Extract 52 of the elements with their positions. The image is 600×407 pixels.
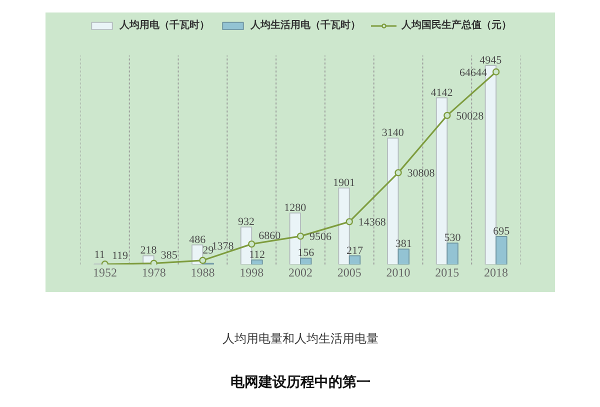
text: 人均用电量和人均生活用电量 xyxy=(222,332,378,346)
data-label: 6860 xyxy=(258,230,282,242)
bar xyxy=(348,255,361,264)
data-label: 156 xyxy=(298,247,315,260)
x-tick-label: 2015 xyxy=(435,266,460,280)
x-tick-label: 2005 xyxy=(337,266,362,280)
point xyxy=(199,256,206,264)
bar xyxy=(496,236,508,264)
x-tick-label: 1998 xyxy=(240,266,264,280)
data-label: 119 xyxy=(112,250,129,262)
data-label: 64644 xyxy=(460,66,488,79)
x-tick-label: 1978 xyxy=(142,266,166,280)
point xyxy=(444,112,451,120)
data-label: 29 xyxy=(202,244,214,256)
bar xyxy=(251,259,263,264)
data-label: 1280 xyxy=(284,202,307,214)
point xyxy=(248,240,256,248)
x-tick-label: 2010 xyxy=(386,266,410,280)
data-label: 486 xyxy=(189,234,206,246)
bar xyxy=(398,248,410,264)
x-tick-label: 1952 xyxy=(92,266,117,280)
bar xyxy=(446,242,458,264)
data-label: 9506 xyxy=(310,231,332,244)
data-label: 4945 xyxy=(480,54,502,66)
x-tick-label: 1988 xyxy=(190,266,215,280)
data-label: 4142 xyxy=(430,86,453,99)
data-label: 932 xyxy=(238,216,254,228)
data-label: 385 xyxy=(160,249,178,262)
data-label: 695 xyxy=(493,226,510,238)
legend-label: 人均用电（千瓦时） xyxy=(120,18,210,32)
text: 电网建设历程中的第一 xyxy=(230,374,370,390)
bar xyxy=(300,258,312,264)
data-label: 530 xyxy=(444,232,462,244)
data-label: 381 xyxy=(395,238,412,250)
point xyxy=(346,218,353,226)
data-label: 50028 xyxy=(456,110,484,122)
x-tick-label: 2018 xyxy=(484,266,508,280)
data-label: 1378 xyxy=(212,240,234,252)
data-label: 3140 xyxy=(382,127,404,140)
legend-label: 人均国民生产总值（元） xyxy=(402,18,512,32)
data-label: 217 xyxy=(346,244,364,257)
x-tick-label: 2002 xyxy=(288,266,312,280)
data-label: 30808 xyxy=(407,168,436,180)
legend-label: 人均生活用电（千瓦时） xyxy=(250,18,360,32)
point xyxy=(296,232,304,240)
data-label: 14368 xyxy=(358,216,386,229)
data-label: 218 xyxy=(140,244,158,257)
data-label: 1901 xyxy=(333,176,356,189)
data-label: 11 xyxy=(94,249,105,262)
data-label: 112 xyxy=(248,248,266,261)
point xyxy=(492,68,500,76)
point xyxy=(394,169,402,176)
